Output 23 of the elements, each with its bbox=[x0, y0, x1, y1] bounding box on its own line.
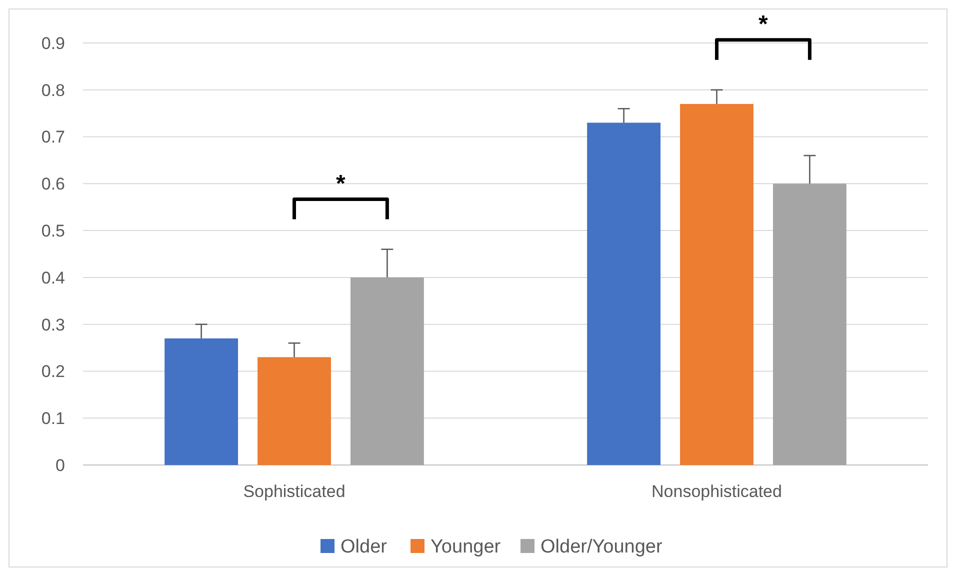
bar bbox=[258, 357, 331, 465]
y-tick-label: 0.9 bbox=[41, 34, 65, 53]
legend-label: Younger bbox=[430, 536, 502, 558]
x-tick-label: Sophisticated bbox=[243, 482, 346, 501]
text: * bbox=[758, 10, 769, 38]
bar bbox=[772, 184, 846, 465]
y-tick-label: 0 bbox=[56, 456, 65, 475]
y-tick-label: 0.5 bbox=[41, 222, 65, 241]
y-tick-label: 0.7 bbox=[41, 128, 65, 147]
bar bbox=[587, 122, 661, 465]
x-tick-label: Nonsophisticated bbox=[652, 482, 782, 501]
legend-label: Older/Younger bbox=[540, 536, 664, 558]
y-tick-label: 0.2 bbox=[41, 362, 65, 382]
y-tick-label: 0.3 bbox=[41, 315, 65, 334]
y-tick-label: 0.4 bbox=[41, 268, 65, 288]
legend-label: Older bbox=[340, 536, 388, 558]
bar bbox=[164, 338, 238, 465]
bar bbox=[680, 104, 754, 465]
y-tick-label: 0.6 bbox=[41, 174, 65, 194]
annotation: * bbox=[336, 170, 346, 198]
y-tick-label: 0.1 bbox=[41, 409, 65, 428]
bar bbox=[350, 277, 424, 465]
y-tick-label: 0.8 bbox=[41, 80, 65, 100]
